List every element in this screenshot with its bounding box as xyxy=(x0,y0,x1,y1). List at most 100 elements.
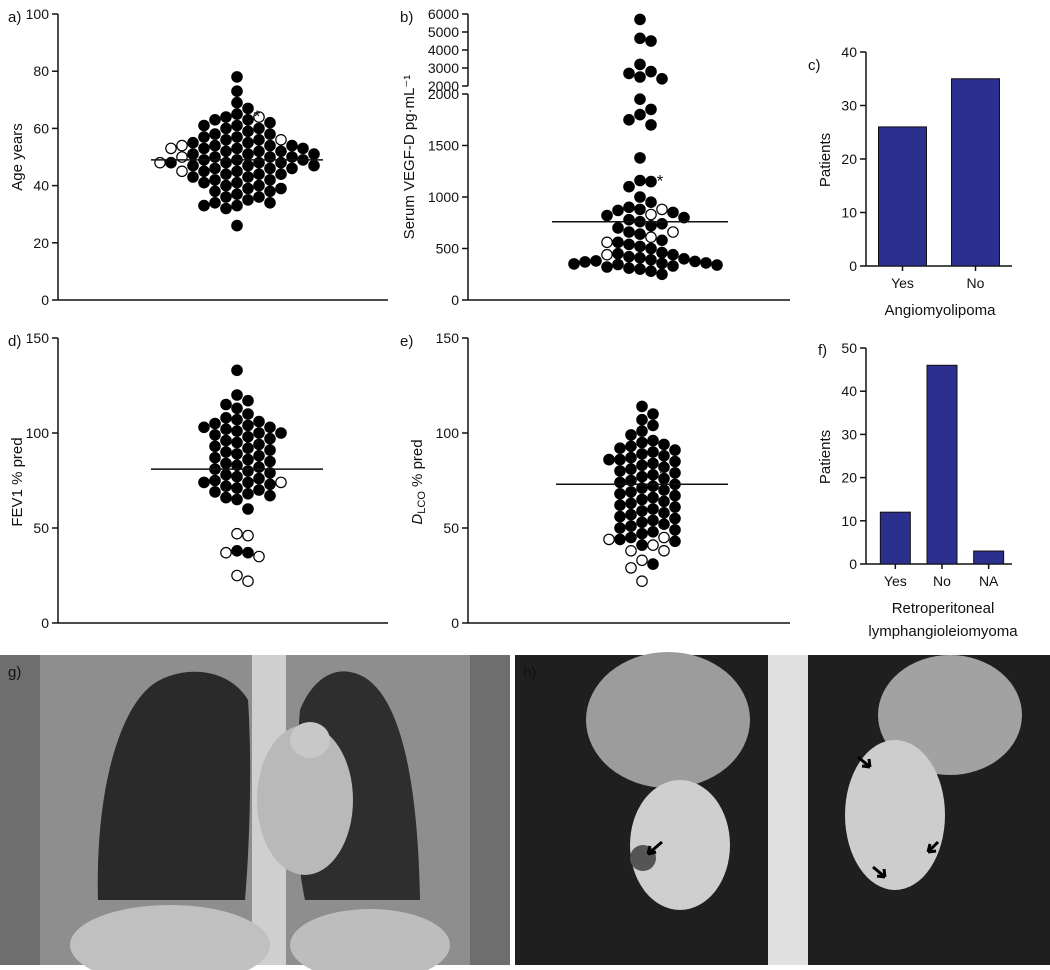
panel-a-open-point xyxy=(154,156,166,169)
panel-d-filled-point xyxy=(253,461,265,473)
panel-e-filled-point xyxy=(669,501,681,513)
panel-b-filled-point xyxy=(612,247,624,260)
panel-a-filled-point xyxy=(220,145,232,158)
spleen-icon xyxy=(878,655,1022,775)
panel-f-ytick-label: 40 xyxy=(841,383,857,399)
panel-b-filled-point xyxy=(579,256,591,268)
panel-c-category-label: No xyxy=(967,275,985,291)
panel-d-filled-point xyxy=(209,429,221,441)
panel-e-filled-point xyxy=(625,429,637,441)
arrow-icon xyxy=(646,840,663,856)
panel-a-filled-point xyxy=(187,136,199,149)
panel-e-filled-point xyxy=(636,436,648,449)
panel-e-filled-point xyxy=(614,510,626,523)
panel-b-filled-point xyxy=(623,238,635,251)
panel-e-filled-point xyxy=(658,449,670,462)
panel-b-filled-point xyxy=(656,246,668,259)
panel-d-filled-point xyxy=(220,491,232,504)
panel-e-filled-point xyxy=(625,474,637,487)
panel-e-filled-point xyxy=(625,486,637,498)
panel-b-ytick-label: 6000 xyxy=(428,6,459,22)
arrow-icon xyxy=(926,840,940,854)
panel-a-filled-point xyxy=(264,185,276,198)
panel-e-filled-point xyxy=(625,531,637,544)
panel-a-filled-point xyxy=(231,71,243,83)
panel-d-filled-point xyxy=(264,432,276,445)
panel-b-filled-point xyxy=(634,240,646,253)
panel-a-filled-point xyxy=(242,182,254,195)
panel-a: a) 0 20 40 60 80 100 Age years * xyxy=(8,6,388,308)
panel-d-filled-point xyxy=(231,482,243,494)
panel-a-filled-point xyxy=(253,134,265,146)
panel-d-filled-point xyxy=(253,427,265,439)
panel-e-open-point xyxy=(625,544,637,557)
panel-a-open-point xyxy=(176,139,188,152)
panel-b-filled-point xyxy=(634,203,646,216)
panel-e-filled-point xyxy=(658,461,670,473)
panel-e-filled-point xyxy=(636,413,648,426)
panel-d-filled-point xyxy=(231,459,243,472)
panel-f-ylabel: Patients xyxy=(817,430,834,484)
panel-e-filled-point xyxy=(669,512,681,525)
panel-e-filled-point xyxy=(647,558,659,570)
panel-e-filled-point xyxy=(614,522,626,534)
panel-f-ytick-label: 0 xyxy=(849,556,857,572)
panel-d-filled-point xyxy=(264,444,276,456)
panel-a-filled-point xyxy=(242,114,254,126)
panel-e-filled-point xyxy=(669,444,681,456)
panel-d-filled-point xyxy=(220,411,232,424)
panel-e-open-point xyxy=(636,554,648,567)
panel-d-filled-point xyxy=(220,446,232,458)
panel-d-filled-point xyxy=(231,425,243,437)
panel-a-filled-point xyxy=(198,176,210,189)
panel-a-filled-point xyxy=(209,162,221,175)
panel-b-ytick-label: 5000 xyxy=(428,24,459,40)
right-kidney-icon xyxy=(630,780,730,910)
panel-a-filled-point xyxy=(231,176,243,189)
panel-d-filled-point xyxy=(242,419,254,432)
panel-a-filled-point xyxy=(286,162,298,175)
panel-f-bar xyxy=(926,364,958,565)
panel-e-annotation: * xyxy=(659,464,666,483)
panel-g-label: g) xyxy=(8,664,21,681)
panel-e-open-point xyxy=(603,533,615,546)
panel-e-filled-point xyxy=(636,505,648,517)
panel-b-open-point xyxy=(645,208,657,221)
panel-e-filled-point xyxy=(636,516,648,529)
panel-b-filled-point xyxy=(656,73,668,85)
panel-c-ytick-label: 40 xyxy=(841,44,857,60)
panel-a-filled-point xyxy=(264,197,276,209)
panel-e-filled-point xyxy=(669,455,681,468)
panel-a-filled-point xyxy=(231,131,243,143)
panel-a-filled-point xyxy=(253,156,265,169)
panel-b-filled-point xyxy=(601,209,613,222)
panel-a-filled-point xyxy=(242,136,254,149)
panel-a-filled-point xyxy=(220,191,232,203)
panel-d-filled-point xyxy=(231,493,243,506)
panel-c-bar xyxy=(878,126,927,267)
panel-d-filled-point xyxy=(209,417,221,430)
panel-a-open-point xyxy=(165,142,177,155)
panel-f-ytick-label: 20 xyxy=(841,470,857,486)
panel-d-open-point xyxy=(242,575,254,587)
panel-c-category-label: Yes xyxy=(891,275,914,291)
heart-icon xyxy=(257,725,353,875)
panel-a-filled-point xyxy=(198,199,210,212)
panel-b-filled-point xyxy=(623,213,635,226)
panel-d-filled-point xyxy=(209,451,221,464)
panel-b-filled-point xyxy=(634,191,646,203)
panel-b-filled-point xyxy=(612,204,624,217)
panel-e-filled-point xyxy=(625,497,637,510)
panel-a-ytick-label: 80 xyxy=(33,63,49,79)
panel-d-filled-point xyxy=(275,427,287,439)
panel-d-filled-point xyxy=(242,408,254,420)
panel-a-filled-point xyxy=(198,131,210,143)
panel-d-filled-point xyxy=(220,457,232,470)
panel-e-filled-point xyxy=(647,419,659,432)
panel-f-bar xyxy=(973,550,1005,565)
panel-d-filled-point xyxy=(242,394,254,407)
panel-h-label: h) xyxy=(523,664,536,681)
panel-b-ytick-label: 1000 xyxy=(428,189,459,205)
panel-b-open-point xyxy=(645,231,657,243)
